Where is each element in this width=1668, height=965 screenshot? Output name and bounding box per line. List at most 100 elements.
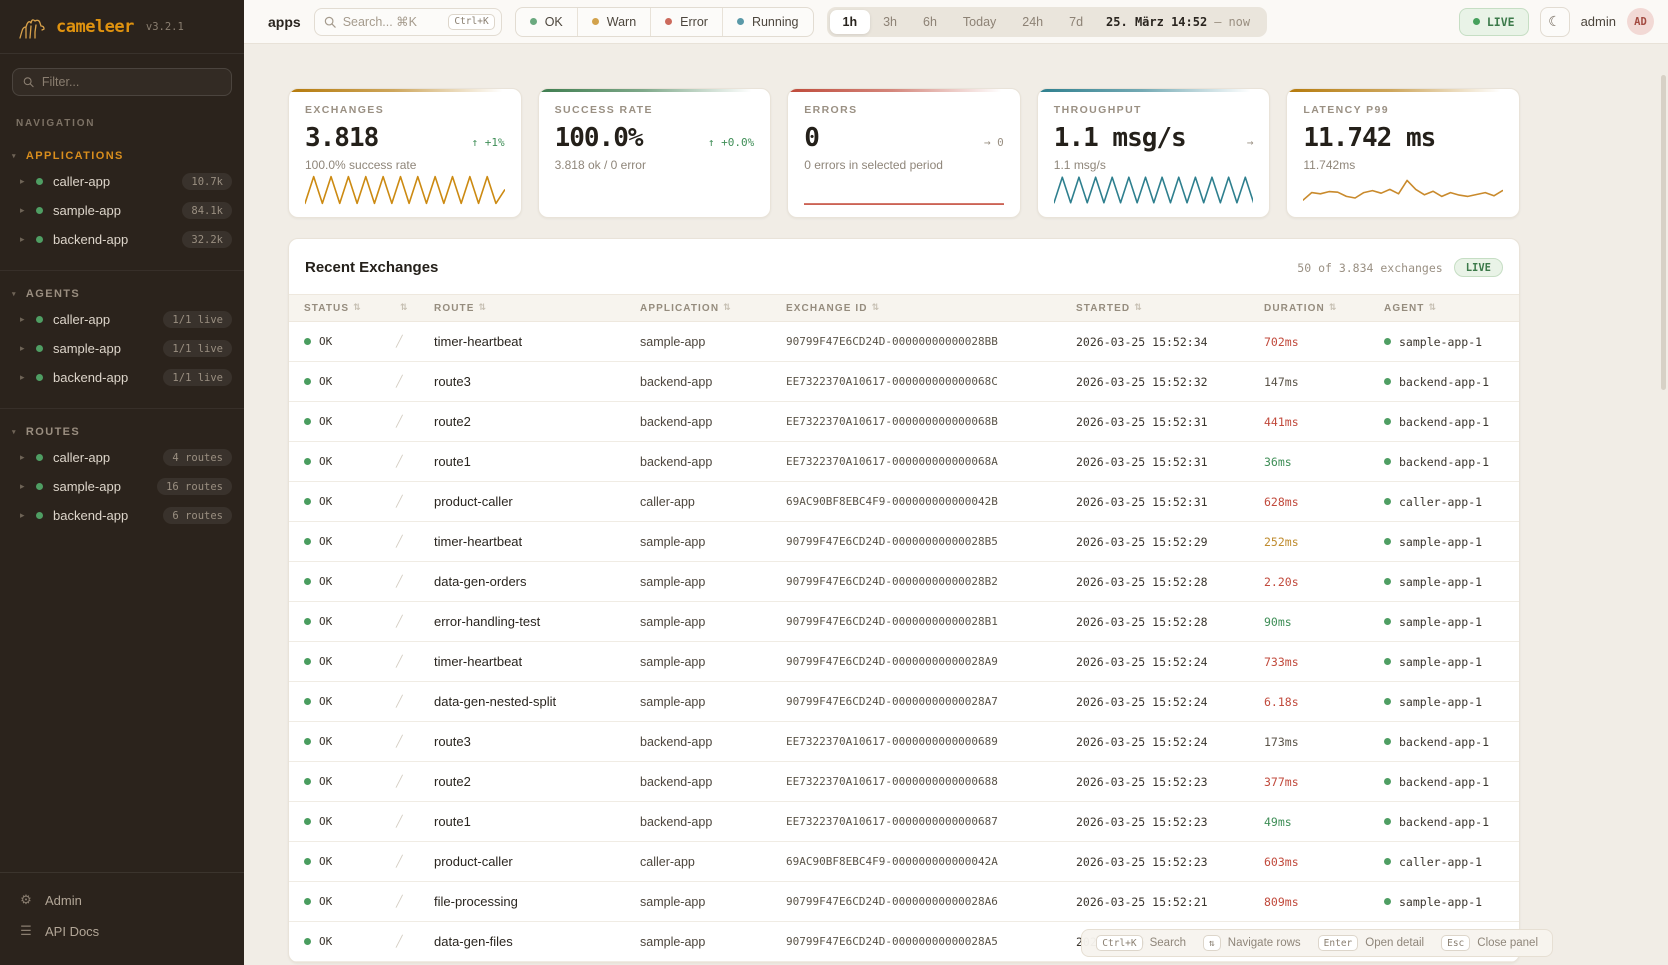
sidebar-item[interactable]: ▸ sample-app 1/1 live xyxy=(0,334,244,363)
table-row[interactable]: OK ╱ product-caller caller-app 69AC90BF8… xyxy=(289,482,1519,522)
status-filter-dot xyxy=(591,18,599,25)
table-row[interactable]: OK ╱ route1 backend-app EE7322370A10617-… xyxy=(289,802,1519,842)
scrollbar-thumb[interactable] xyxy=(1661,75,1666,390)
sidebar-section-header[interactable]: ▾ AGENTS xyxy=(0,283,244,305)
sidebar-footer-item[interactable]: ☰ API Docs xyxy=(0,916,244,947)
trace-link-icon[interactable]: ╱ xyxy=(396,375,403,388)
table-row[interactable]: OK ╱ route3 backend-app EE7322370A10617-… xyxy=(289,722,1519,762)
sidebar-filter-input[interactable] xyxy=(41,75,221,89)
sidebar-item[interactable]: ▸ caller-app 1/1 live xyxy=(0,305,244,334)
sidebar-item[interactable]: ▸ sample-app 84.1k xyxy=(0,196,244,225)
trace-link-icon[interactable]: ╱ xyxy=(396,735,403,748)
time-range-button[interactable]: 7d xyxy=(1069,14,1084,29)
trace-link-icon[interactable]: ╱ xyxy=(396,615,403,628)
trace-link-icon[interactable]: ╱ xyxy=(396,695,403,708)
table-row[interactable]: OK ╱ timer-heartbeat sample-app 90799F47… xyxy=(289,322,1519,362)
time-span[interactable]: 25. März 14:52 — now xyxy=(1096,15,1264,29)
column-header[interactable]: STARTED ⇅ xyxy=(1076,303,1264,314)
status-filter[interactable]: OK xyxy=(516,8,577,36)
table-row[interactable]: OK ╱ route1 backend-app EE7322370A10617-… xyxy=(289,442,1519,482)
kpi-sparkline xyxy=(804,172,1004,208)
trace-link-icon[interactable]: ╱ xyxy=(396,575,403,588)
column-header[interactable]: ⇅ xyxy=(396,303,434,313)
trace-link-icon[interactable]: ╱ xyxy=(396,415,403,428)
column-header[interactable]: AGENT ⇅ xyxy=(1384,303,1519,314)
table-row[interactable]: OK ╱ error-handling-test sample-app 9079… xyxy=(289,602,1519,642)
sidebar-section-header[interactable]: ▾ ROUTES xyxy=(0,421,244,443)
search-box[interactable]: Ctrl+K xyxy=(313,7,502,36)
sidebar-item[interactable]: ▸ sample-app 16 routes xyxy=(0,472,244,501)
sidebar-item[interactable]: ▸ backend-app 1/1 live xyxy=(0,363,244,392)
time-range-button[interactable]: 6h xyxy=(923,14,937,29)
status-dot xyxy=(36,316,43,323)
topbar: apps Ctrl+K OK xyxy=(244,0,1668,44)
table-row[interactable]: OK ╱ route2 backend-app EE7322370A10617-… xyxy=(289,762,1519,802)
column-header[interactable]: DURATION ⇅ xyxy=(1264,303,1384,314)
table-row[interactable]: OK ╱ file-processing sample-app 90799F47… xyxy=(289,882,1519,922)
column-header[interactable]: APPLICATION ⇅ xyxy=(640,303,786,314)
status-filter-label: Warn xyxy=(606,14,637,29)
agent-name: backend-app-1 xyxy=(1399,454,1490,469)
table-row[interactable]: OK ╱ route2 backend-app EE7322370A10617-… xyxy=(289,402,1519,442)
kpi-card: LATENCY P99 11.742 ms 11.742ms xyxy=(1286,88,1520,218)
status-text: OK xyxy=(319,695,333,708)
moon-icon: ☾ xyxy=(1548,13,1561,30)
application-cell: backend-app xyxy=(640,734,713,749)
sidebar-item-label: sample-app xyxy=(53,341,121,356)
table-row[interactable]: OK ╱ product-caller caller-app 69AC90BF8… xyxy=(289,842,1519,882)
trace-link-icon[interactable]: ╱ xyxy=(396,535,403,548)
time-range-button[interactable]: 24h xyxy=(1022,14,1044,29)
status-cell: OK xyxy=(304,735,396,748)
sidebar-filter[interactable] xyxy=(12,68,232,96)
trace-link-icon[interactable]: ╱ xyxy=(396,855,403,868)
time-range-button[interactable]: Today xyxy=(962,14,997,29)
sidebar-footer-item[interactable]: ⚙ Admin xyxy=(0,885,244,916)
ok-status-dot xyxy=(304,378,311,385)
kpi-label: THROUGHPUT xyxy=(1053,104,1142,116)
ok-status-dot xyxy=(304,778,311,785)
time-separator: — xyxy=(1214,14,1222,29)
time-range-button[interactable]: 3h xyxy=(883,14,898,29)
column-header[interactable]: ROUTE ⇅ xyxy=(434,303,640,314)
live-toggle-button[interactable]: LIVE xyxy=(1458,7,1529,36)
trace-link-icon[interactable]: ╱ xyxy=(396,895,403,908)
status-cell: OK xyxy=(304,375,396,388)
column-header[interactable]: EXCHANGE ID ⇅ xyxy=(786,303,1076,314)
trace-link-icon[interactable]: ╱ xyxy=(396,775,403,788)
sort-icon: ⇅ xyxy=(1328,303,1338,313)
username: admin xyxy=(1580,14,1616,29)
table-row[interactable]: OK ╱ data-gen-nested-split sample-app 90… xyxy=(289,682,1519,722)
status-filter[interactable]: Warn xyxy=(576,7,650,36)
route-cell: product-caller xyxy=(434,494,513,509)
table-row[interactable]: OK ╱ data-gen-orders sample-app 90799F47… xyxy=(289,562,1519,602)
trace-link-icon[interactable]: ╱ xyxy=(396,815,403,828)
column-header-label: APPLICATION xyxy=(640,302,720,314)
table-row[interactable]: OK ╱ route3 backend-app EE7322370A10617-… xyxy=(289,362,1519,402)
avatar[interactable]: AD xyxy=(1627,8,1654,35)
column-header[interactable]: STATUS ⇅ xyxy=(304,303,396,314)
sidebar-section-label: AGENTS xyxy=(25,288,81,300)
started-cell: 2026-03-25 15:52:21 xyxy=(1076,894,1208,909)
trace-link-icon[interactable]: ╱ xyxy=(396,335,403,348)
status-filter[interactable]: Error xyxy=(650,7,722,36)
agent-name: sample-app-1 xyxy=(1399,894,1483,909)
trace-link-icon[interactable]: ╱ xyxy=(396,495,403,508)
sidebar-section-header[interactable]: ▾ APPLICATIONS xyxy=(0,145,244,167)
theme-toggle-button[interactable]: ☾ xyxy=(1539,6,1570,37)
status-cell: OK xyxy=(304,415,396,428)
trace-link-icon[interactable]: ╱ xyxy=(396,455,403,468)
sidebar-item[interactable]: ▸ backend-app 32.2k xyxy=(0,225,244,254)
sidebar-item[interactable]: ▸ caller-app 10.7k xyxy=(0,167,244,196)
sidebar-item[interactable]: ▸ backend-app 6 routes xyxy=(0,501,244,530)
table-row[interactable]: OK ╱ timer-heartbeat sample-app 90799F47… xyxy=(289,522,1519,562)
search-input[interactable] xyxy=(342,14,442,29)
sort-icon: ⇅ xyxy=(1428,303,1438,313)
agent-cell: sample-app-1 xyxy=(1384,615,1519,629)
time-range-button[interactable]: 1h xyxy=(829,9,871,34)
status-filter[interactable]: Running xyxy=(721,7,813,36)
status-text: OK xyxy=(319,495,333,508)
trace-link-icon[interactable]: ╱ xyxy=(396,935,403,948)
trace-link-icon[interactable]: ╱ xyxy=(396,655,403,668)
table-row[interactable]: OK ╱ timer-heartbeat sample-app 90799F47… xyxy=(289,642,1519,682)
sidebar-item[interactable]: ▸ caller-app 4 routes xyxy=(0,443,244,472)
